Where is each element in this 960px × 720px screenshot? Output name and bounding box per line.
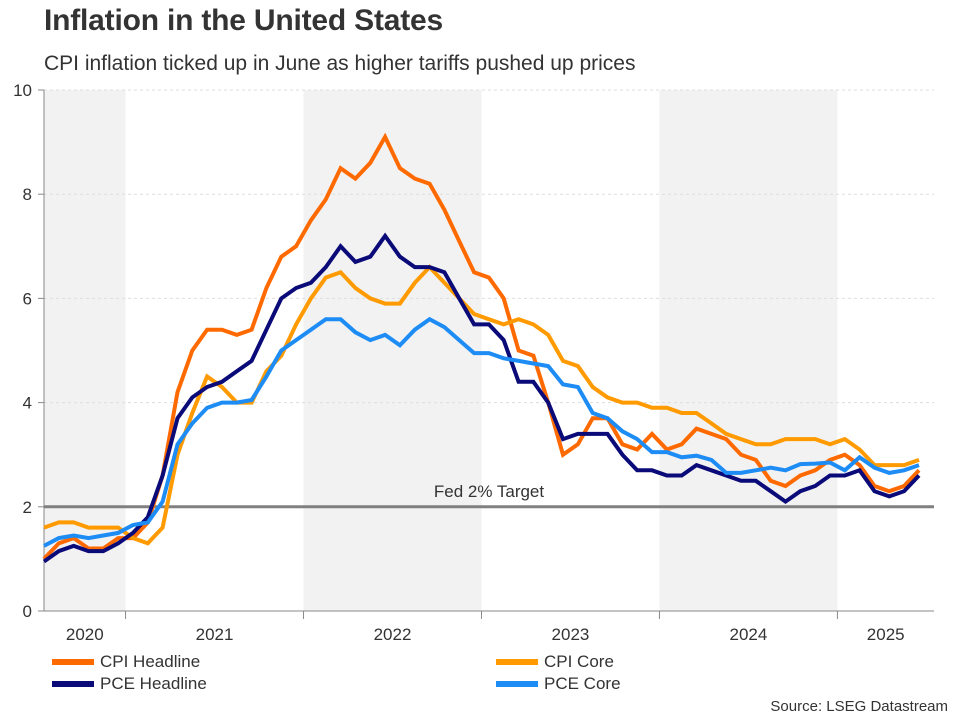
y-tick-label: 0 xyxy=(23,602,32,621)
legend-item-cpi-headline: CPI Headline xyxy=(52,652,200,672)
x-tick-label: 2020 xyxy=(66,625,104,644)
legend-swatch xyxy=(496,681,538,687)
x-tick-label: 2023 xyxy=(552,625,590,644)
year-band-2024 xyxy=(659,90,838,611)
y-tick-label: 4 xyxy=(23,394,32,413)
legend-label: CPI Core xyxy=(544,652,614,671)
chart-title: Inflation in the United States xyxy=(44,4,444,37)
y-tick-label: 6 xyxy=(23,289,32,308)
legend-swatch xyxy=(496,659,538,665)
legend-swatch xyxy=(52,659,94,665)
chart-subtitle: CPI inflation ticked up in June as highe… xyxy=(44,52,636,75)
x-tick-label: 2022 xyxy=(374,625,412,644)
x-tick-label: 2024 xyxy=(730,625,768,644)
legend-swatch xyxy=(52,681,94,687)
y-tick-label: 2 xyxy=(23,498,32,517)
legend-label: PCE Headline xyxy=(100,674,207,693)
legend-label: PCE Core xyxy=(544,674,621,693)
y-tick-label: 8 xyxy=(23,185,32,204)
series-line-cpi-core xyxy=(43,264,920,546)
legend-item-pce-headline: PCE Headline xyxy=(52,674,207,694)
source-note: Source: LSEG Datastream xyxy=(770,698,948,715)
legend-item-cpi-core: CPI Core xyxy=(496,652,614,672)
series-line-pce-core xyxy=(43,316,920,548)
y-tick-label: 10 xyxy=(13,81,32,100)
series-line-pce-headline xyxy=(42,232,921,564)
series-line-cpi-headline xyxy=(42,132,921,561)
legend-label: CPI Headline xyxy=(100,652,201,671)
fed-target-label: Fed 2% Target xyxy=(434,482,545,501)
legend-item-pce-core: PCE Core xyxy=(496,674,621,694)
x-tick-label: 2021 xyxy=(196,625,234,644)
x-tick-label: 2025 xyxy=(867,625,905,644)
year-band-2022 xyxy=(303,90,482,611)
